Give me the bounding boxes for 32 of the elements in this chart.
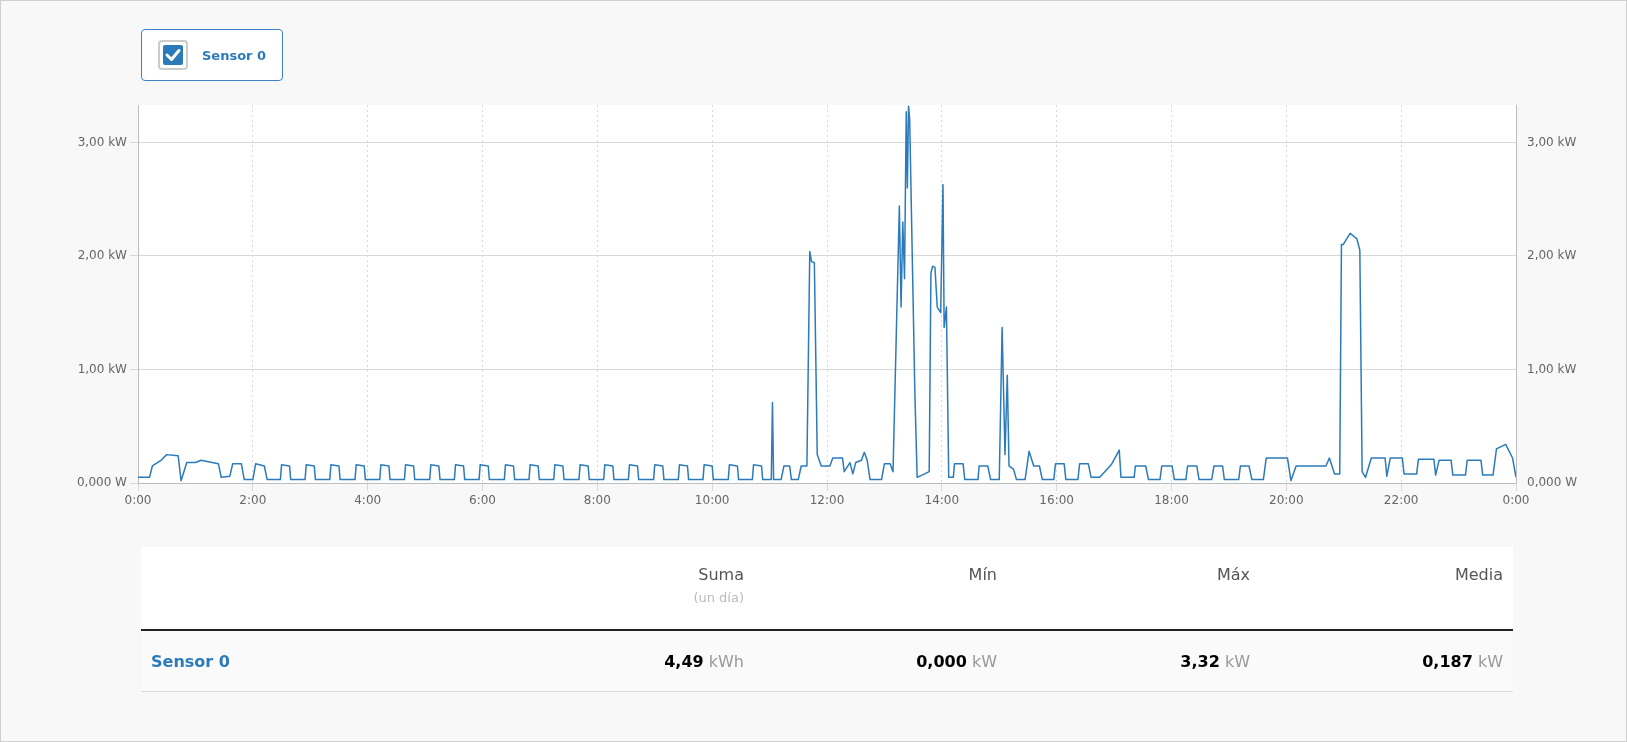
legend-label: Sensor 0: [202, 47, 267, 63]
x-tick-label: 4:00: [354, 493, 382, 508]
x-tick-label: 18:00: [1154, 493, 1189, 508]
text: Sensor 0: [151, 651, 231, 671]
x-tick-label: 8:00: [583, 493, 611, 508]
x-tick-label: 0:00: [124, 493, 152, 508]
y2-tick-label: 3,00 kW: [1527, 134, 1577, 149]
text: 0,000 kW: [916, 651, 997, 671]
text: Máx: [1216, 565, 1250, 584]
y-tick-label: 0,000 W: [76, 475, 128, 490]
text: Suma: [698, 565, 744, 584]
x-tick-label: 16:00: [1039, 493, 1074, 508]
text: 3,32 kW: [1180, 651, 1250, 671]
x-tick-label: 2:00: [239, 493, 267, 508]
y2-tick-label: 1,00 kW: [1527, 361, 1577, 376]
x-tick-label: 6:00: [469, 493, 496, 508]
text: Mín: [968, 565, 997, 584]
x-tick-label: 12:00: [809, 493, 845, 508]
text: 4,49 kWh: [664, 651, 744, 671]
y2-tick-label: 2,00 kW: [1527, 248, 1577, 263]
y-tick-label: 3,00 kW: [77, 134, 128, 149]
y-tick-label: 2,00 kW: [77, 248, 128, 263]
y-tick-label: 1,00 kW: [77, 361, 128, 376]
x-tick-label: 14:00: [924, 493, 960, 508]
text: Media: [1454, 565, 1503, 584]
text: (un día): [692, 590, 744, 605]
x-tick-label: 22:00: [1383, 493, 1419, 508]
text: 0,187 kW: [1422, 651, 1503, 671]
x-tick-label: 0:00: [1502, 493, 1530, 508]
x-tick-label: 10:00: [694, 493, 730, 508]
x-tick-label: 20:00: [1269, 493, 1304, 508]
y2-tick-label: 0,000 W: [1527, 475, 1578, 490]
